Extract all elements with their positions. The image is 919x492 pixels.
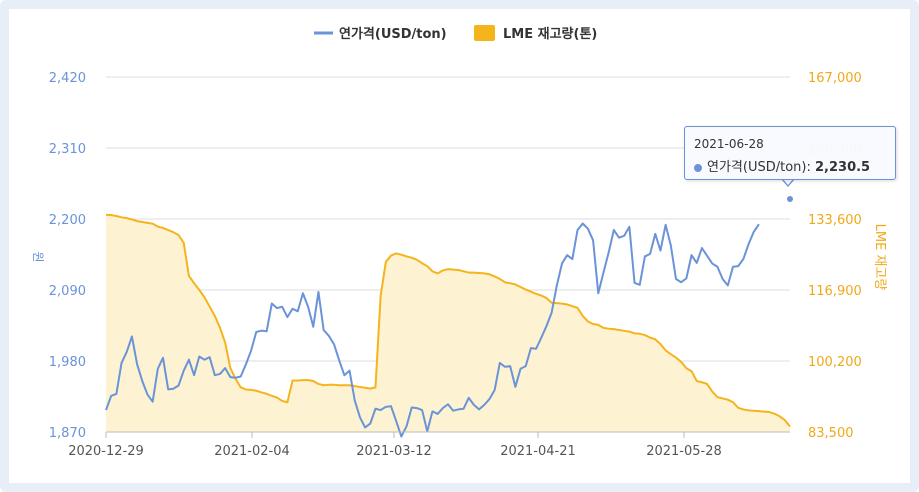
y-left-tick-label: 1,870 [49, 426, 86, 441]
legend-label-price: 연가격(USD/ton) [339, 27, 447, 42]
stock-series-line [105, 213, 791, 428]
stock-area-fill [106, 214, 790, 432]
x-tick-label: 2021-03-12 [356, 444, 432, 459]
tooltip-series-label: 연가격(USD/ton): [707, 160, 811, 175]
y-left-tick-label: 1,980 [49, 355, 86, 370]
y-left-tick-label: 2,200 [49, 213, 86, 228]
x-tick-label: 2021-05-28 [646, 444, 722, 459]
tooltip-value: 2,230.5 [815, 160, 871, 175]
y-axis-left-title: 원 [31, 251, 45, 262]
price-series-line [105, 222, 760, 438]
legend-swatch-stock [474, 25, 495, 41]
y-axis-right-title: LME 재고량 [872, 224, 887, 291]
y-right-tick-label: 100,200 [808, 355, 862, 370]
y-right-tick-label: 116,900 [808, 284, 862, 299]
legend-item-stock[interactable]: LME 재고량(톤) [474, 25, 597, 42]
tooltip-date: 2021-06-28 [694, 137, 764, 151]
tooltip-row: 연가격(USD/ton): 2,230.5 [694, 156, 870, 175]
hover-marker [786, 195, 794, 203]
tooltip: 2021-06-28 연가격(USD/ton): 2,230.5 [684, 126, 896, 180]
y-right-tick-label: 133,600 [808, 213, 862, 228]
x-tick-label: 2020-12-29 [68, 444, 144, 459]
legend-label-stock: LME 재고량(톤) [503, 27, 597, 42]
tooltip-arrow-inner [782, 178, 794, 185]
legend-item-price[interactable]: 연가격(USD/ton) [314, 27, 447, 42]
y-left-tick-label: 2,090 [49, 284, 86, 299]
y-right-tick-label: 167,000 [808, 71, 862, 86]
x-tick-label: 2021-04-21 [500, 444, 576, 459]
x-tick-label: 2021-02-04 [214, 444, 290, 459]
y-left-tick-label: 2,310 [49, 142, 86, 157]
y-left-tick-label: 2,420 [49, 71, 86, 86]
stock-area [106, 214, 790, 432]
tooltip-series-dot [694, 163, 702, 172]
legend: 연가격(USD/ton) LME 재고량(톤) [314, 25, 597, 42]
y-right-tick-label: 83,500 [808, 426, 854, 441]
series-lines [105, 213, 791, 438]
